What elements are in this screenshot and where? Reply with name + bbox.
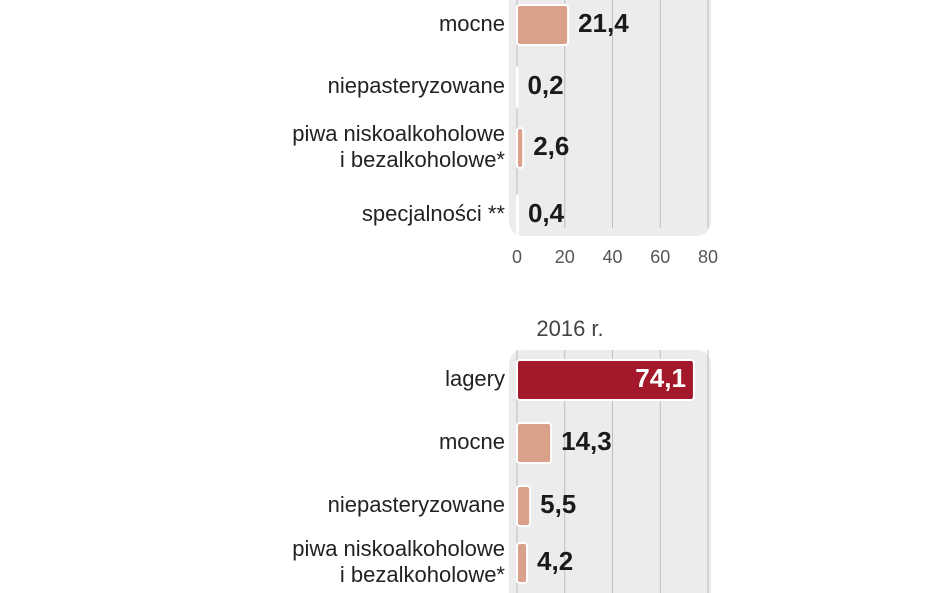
- value-label: 4,2: [537, 546, 573, 576]
- bar: [516, 127, 525, 169]
- x-tick-label: 20: [555, 247, 575, 267]
- category-label: mocne: [439, 11, 505, 36]
- x-tick-label: 0: [512, 247, 522, 267]
- x-tick-label: 80: [698, 247, 718, 267]
- category-label: lagery: [445, 366, 505, 391]
- value-label: 2,6: [533, 131, 569, 161]
- value-label: 21,4: [578, 8, 629, 38]
- category-label: i bezalkoholowe*: [340, 147, 506, 172]
- bar: [516, 485, 532, 527]
- bar: [516, 359, 695, 401]
- bar: [516, 4, 570, 46]
- category-label: piwa niskoalkoholowe: [292, 536, 505, 561]
- x-tick-label: 40: [602, 247, 622, 267]
- value-label: 5,5: [540, 489, 576, 519]
- category-label: specjalności **: [362, 201, 506, 226]
- category-label: i bezalkoholowe*: [340, 562, 506, 587]
- category-label: piwa niskoalkoholowe: [292, 121, 505, 146]
- bar: [516, 542, 529, 584]
- value-label: 0,2: [527, 70, 563, 100]
- value-label: 14,3: [561, 426, 612, 456]
- category-label: mocne: [439, 429, 505, 454]
- bar: [516, 422, 553, 464]
- value-label: 74,1: [635, 363, 686, 393]
- value-label: 0,4: [528, 198, 565, 228]
- x-tick-label: 60: [650, 247, 670, 267]
- category-label: niepasteryzowane: [328, 492, 505, 517]
- category-label: niepasteryzowane: [328, 73, 505, 98]
- bar: [516, 194, 519, 236]
- chart-title: 2016 r.: [536, 316, 603, 341]
